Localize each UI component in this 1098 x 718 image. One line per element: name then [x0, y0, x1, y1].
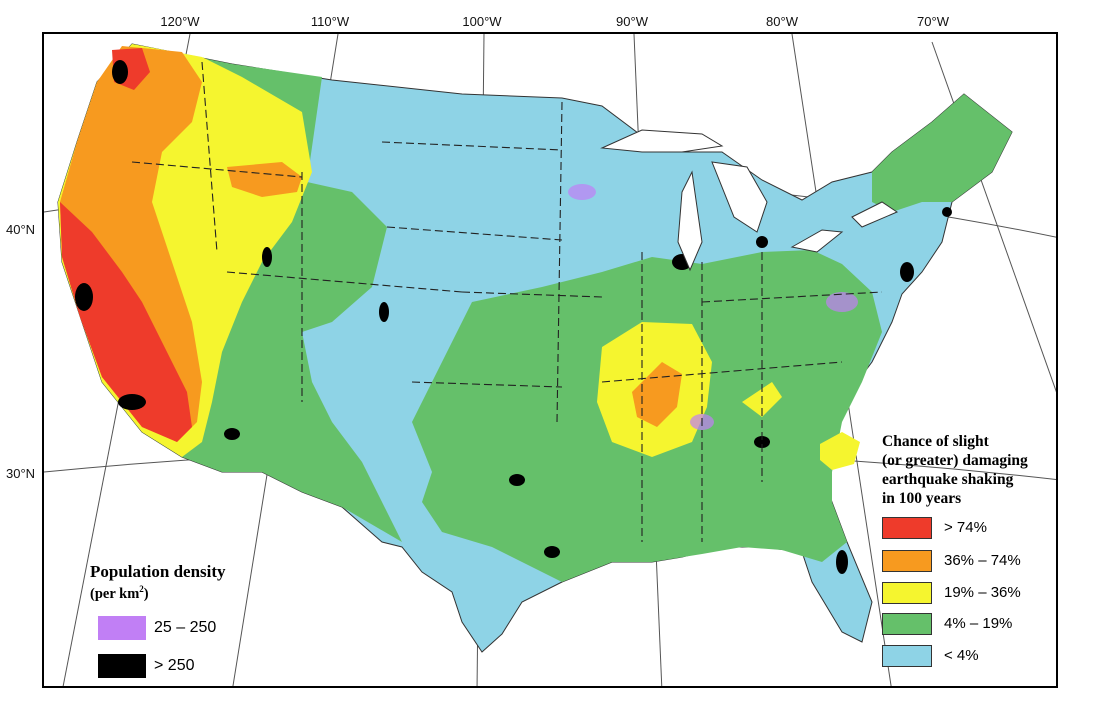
- zone-36-74-newmadrid: [632, 362, 682, 427]
- hazard-title-line-4: in 100 years: [882, 490, 962, 507]
- lat-label-30n: 30°N: [6, 466, 36, 481]
- population-label-dense: > 250: [154, 657, 195, 674]
- hazard-label-36-74: 36% – 74%: [944, 552, 1021, 569]
- zone-74-plus-california: [60, 202, 192, 442]
- unit-superscript: 2: [139, 584, 144, 594]
- population-swatch-moderate: [98, 616, 146, 640]
- population-label-moderate: 25 – 250: [154, 619, 217, 636]
- zone-4-19-northeast: [872, 94, 1012, 212]
- hazard-label-19-36: 19% – 36%: [944, 584, 1021, 601]
- hazard-swatch-74plus: [882, 517, 932, 539]
- population-legend-unit: (per km2): [90, 584, 149, 603]
- hazard-swatch-36-74: [882, 550, 932, 572]
- hazard-legend-title: Chance of slight (or greater) damaging e…: [882, 432, 1072, 508]
- hazard-title-line-1: Chance of slight: [882, 433, 989, 450]
- great-lakes: [600, 129, 899, 272]
- hazard-title-line-2: (or greater) damaging: [882, 452, 1028, 469]
- zone-19-36-charleston: [820, 432, 860, 470]
- lon-label-80w: 80°W: [766, 14, 798, 29]
- hazard-swatch-4-19: [882, 613, 932, 635]
- hazard-map: [44, 34, 1056, 686]
- population-dense: [75, 60, 952, 574]
- population-moderate: [568, 184, 858, 430]
- zone-36-74-wasatch: [227, 162, 302, 197]
- map-frame: [42, 32, 1058, 688]
- state-borders: [131, 61, 883, 542]
- lon-label-70w: 70°W: [917, 14, 949, 29]
- meridian-70w: [931, 41, 1056, 393]
- lon-label-100w: 100°W: [462, 14, 502, 29]
- hazard-label-4-19: 4% – 19%: [944, 615, 1013, 632]
- unit-suffix: ): [143, 585, 149, 602]
- hazard-title-line-3: earthquake shaking: [882, 471, 1014, 488]
- population-legend-title: Population density: [90, 562, 226, 581]
- population-swatch-dense: [98, 654, 146, 678]
- hazard-swatch-19-36: [882, 582, 932, 604]
- lon-label-120w: 120°W: [160, 14, 200, 29]
- hazard-label-below-4: < 4%: [944, 647, 979, 664]
- hazard-swatch-below-4: [882, 645, 932, 667]
- lon-label-90w: 90°W: [616, 14, 648, 29]
- hazard-label-74plus: > 74%: [944, 519, 987, 536]
- lon-label-110w: 110°W: [310, 14, 350, 29]
- lat-label-40n: 40°N: [6, 222, 36, 237]
- unit-prefix: (per km: [90, 585, 140, 602]
